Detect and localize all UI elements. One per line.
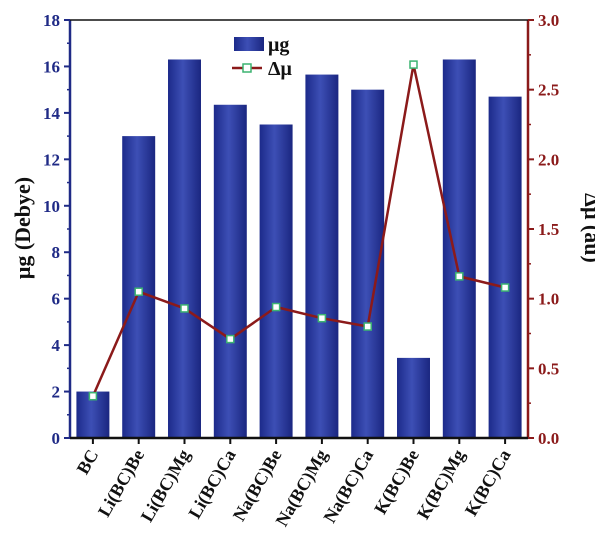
left-tick-label-7: 14 [43, 104, 61, 123]
left-tick-label-1: 2 [52, 383, 61, 402]
delta-mu-line [91, 63, 506, 397]
right-axis-title: Δμ (au) [580, 193, 595, 263]
line-point-0 [88, 391, 98, 401]
legend-label-bar: μg [268, 34, 289, 56]
right-tick-label-4: 2.0 [538, 150, 559, 169]
right-tick-label-6: 3.0 [538, 11, 559, 30]
legend-label-line: Δμ [268, 58, 293, 80]
left-tick-label-6: 12 [43, 150, 60, 169]
line-point-2 [180, 304, 189, 313]
line-layer [88, 60, 510, 401]
left-tick-label-9: 18 [43, 11, 60, 30]
line-point-5 [317, 313, 327, 323]
left-tick-label-0: 0 [52, 429, 61, 448]
bar-4 [259, 124, 293, 438]
bar-9 [488, 96, 522, 438]
line-point-6 [363, 322, 372, 331]
left-axis-title: μg (Debye) [10, 177, 35, 279]
right-tick-label-3: 1.5 [538, 220, 559, 239]
line-point-7 [409, 60, 418, 69]
axes-layer: 0246810121416180.00.51.01.52.02.53.0BCLi… [43, 11, 559, 530]
line-point-1 [134, 287, 143, 296]
legend-line-marker [242, 63, 252, 73]
bar-7 [397, 357, 430, 438]
legend: μg Δμ [232, 34, 293, 80]
bar-5 [305, 74, 339, 439]
line-point-4 [271, 302, 281, 312]
x-tick-label-0: BC [73, 446, 103, 478]
bar-8 [442, 59, 476, 438]
legend-bar-swatch [234, 37, 264, 51]
bar-3 [213, 104, 247, 438]
left-tick-label-8: 16 [43, 57, 60, 76]
bar-1 [122, 136, 156, 438]
line-point-9 [500, 283, 510, 292]
left-tick-label-3: 6 [52, 290, 61, 309]
right-tick-label-1: 0.5 [538, 359, 559, 378]
right-tick-label-0: 0.0 [538, 429, 559, 448]
right-tick-label-5: 2.5 [538, 81, 559, 100]
line-point-8 [455, 272, 464, 281]
x-tick-label-9: K(BC)Ca [461, 446, 516, 520]
right-tick-label-2: 1.0 [538, 290, 559, 309]
left-tick-label-2: 4 [52, 336, 61, 355]
left-tick-label-5: 10 [43, 197, 60, 216]
line-point-3 [226, 334, 235, 344]
left-tick-label-4: 8 [52, 243, 61, 262]
bars-layer [76, 59, 522, 439]
bar-2 [168, 59, 201, 438]
